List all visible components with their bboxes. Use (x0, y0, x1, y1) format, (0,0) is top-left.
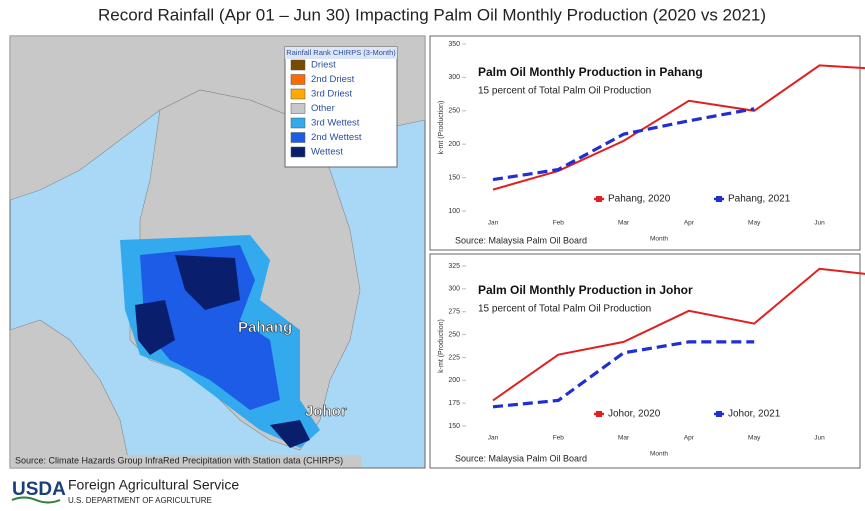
map-legend-items: Driest 2nd Driest 3rd Driest Other 3rd Wette… (290, 59, 362, 158)
agency: Foreign Agricultural Service (68, 477, 239, 493)
legend-label: Johor, 2020 (608, 409, 661, 420)
chart-source: Source: Malaysia Palm Oil Board (455, 453, 587, 463)
department: U.S. DEPARTMENT OF AGRICULTURE (68, 496, 212, 505)
y-tick-label: 325 (448, 263, 460, 270)
footer: USDA Foreign Agricultural Service U.S. D… (11, 477, 239, 505)
legend-label: 3rd Wettest (311, 118, 360, 129)
map-legend-title: Rainfall Rank CHIRPS (3-Month) (286, 48, 396, 57)
patch-2nd-wettest (140, 245, 280, 410)
y-tick-label: 250 (448, 331, 460, 338)
legend-swatch (290, 103, 306, 114)
region-label: Johor (305, 403, 347, 420)
rain-patches (120, 235, 320, 448)
x-tick-label: May (748, 220, 761, 227)
y-tick-label: 200 (448, 141, 460, 148)
x-tick-label: Feb (553, 220, 565, 227)
legend-swatch (290, 88, 306, 100)
chart-subtitle: 15 percent of Total Palm Oil Production (478, 86, 651, 97)
page-title: Record Rainfall (Apr 01 – Jun 30) Impact… (98, 5, 766, 24)
chart-title: Palm Oil Monthly Production in Johor (478, 283, 693, 297)
y-tick-label: 250 (448, 108, 460, 115)
x-tick-label: Apr (684, 220, 695, 227)
usda-logo: USDA (12, 479, 66, 500)
y-tick-label: 225 (448, 354, 460, 361)
y-tick-label: 175 (448, 400, 460, 407)
chart-title: Palm Oil Monthly Production in Pahang (478, 65, 703, 79)
y-tick-label: 150 (448, 423, 460, 430)
y-tick-label: 200 (448, 377, 460, 384)
legend-label: Pahang, 2020 (608, 194, 671, 205)
map-source-bg (12, 455, 362, 467)
legend-marker (596, 196, 602, 202)
region-label: Pahang (238, 319, 292, 336)
x-tick-label: Feb (553, 435, 565, 442)
x-tick-label: Jan (488, 220, 499, 227)
y-tick-label: 100 (448, 208, 460, 215)
y-axis-label: k-mt (Production) (438, 319, 445, 373)
legend-label: Driest (311, 60, 336, 71)
legend-label: Wettest (311, 147, 343, 158)
legend-swatch (290, 146, 306, 158)
y-tick-label: 275 (448, 309, 460, 316)
x-tick-label: Mar (618, 435, 630, 442)
legend-swatch (290, 117, 306, 129)
patch-wettest (135, 300, 175, 355)
legend-label: Other (311, 103, 335, 114)
y-tick-label: 350 (448, 41, 460, 48)
map-legend-header (285, 47, 397, 59)
legend-swatch (290, 132, 306, 143)
x-axis-label: Month (650, 236, 668, 243)
legend-label: Pahang, 2021 (728, 194, 791, 205)
series-line (492, 267, 865, 402)
series-line (492, 340, 755, 409)
x-tick-label: Jun (814, 435, 825, 442)
y-tick-label: 300 (448, 74, 460, 81)
y-tick-label: 150 (448, 174, 460, 181)
legend-label: 3rd Driest (311, 89, 353, 100)
legend-swatch (290, 59, 306, 71)
x-tick-label: Jan (488, 435, 499, 442)
series-line (492, 107, 755, 182)
charts: 100 150 200 250 300 350 Jan Feb Mar Apr May Jun Mont… (429, 35, 865, 469)
patch-wettest (270, 420, 310, 448)
x-tick-label: Jun (814, 220, 825, 227)
map-source: Source: Climate Hazards Group InfraRed P… (15, 455, 343, 465)
legend-marker (596, 411, 602, 417)
chart-panel (429, 35, 861, 251)
sumatra (9, 319, 131, 469)
legend-label: 2nd Driest (311, 74, 355, 85)
x-tick-label: May (748, 435, 761, 442)
chart-panel (429, 253, 861, 469)
legend-label: Johor, 2021 (728, 409, 781, 420)
x-axis-label: Month (650, 451, 668, 458)
legend-label: 2nd Wettest (311, 132, 362, 143)
y-tick-label: 300 (448, 286, 460, 293)
map-panel: Rainfall Rank CHIRPS (3-Month) Driest 2nd… (9, 35, 426, 469)
legend-marker (716, 196, 722, 202)
legend-swatch (290, 74, 306, 85)
chart-subtitle: 15 percent of Total Palm Oil Production (478, 304, 651, 315)
patch-wettest (175, 255, 240, 310)
chart-source: Source: Malaysia Palm Oil Board (455, 235, 587, 245)
logo-swoosh (11, 496, 61, 504)
x-tick-label: Apr (684, 435, 695, 442)
x-tick-label: Mar (618, 220, 630, 227)
legend-marker (716, 411, 722, 417)
y-axis-label: k-mt (Production) (438, 101, 445, 155)
